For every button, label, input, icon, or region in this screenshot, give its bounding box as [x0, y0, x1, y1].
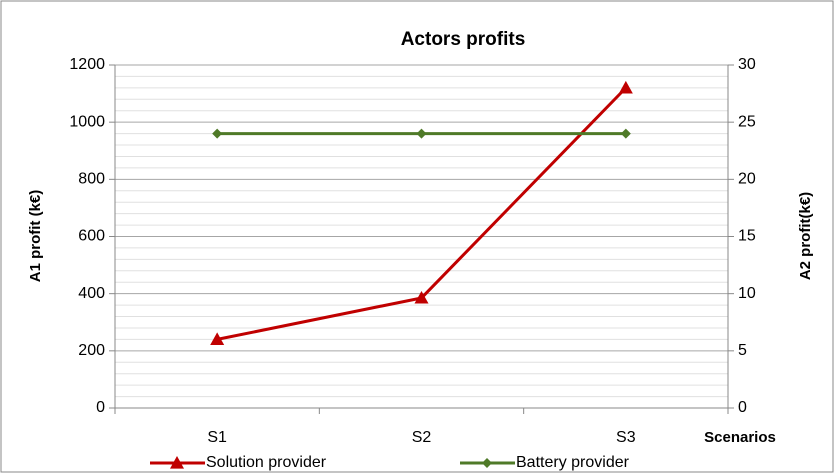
point: [416, 128, 427, 139]
point: [620, 128, 631, 139]
y-tick-label: 600: [78, 228, 105, 245]
y-tick-label: 800: [78, 171, 105, 188]
legend-marker: [482, 458, 492, 468]
x-tick-label: S1: [207, 429, 227, 446]
x-tick-label: S2: [412, 429, 432, 446]
y2-tick-label: 0: [738, 399, 747, 416]
chart-title: Actors profits: [401, 29, 526, 50]
x-axis-label: Scenarios: [704, 429, 776, 446]
y-tick-label: 200: [78, 342, 105, 359]
y-tick-label: 400: [78, 285, 105, 302]
y-tick-label: 1000: [69, 113, 105, 130]
y2-tick-label: 10: [738, 285, 756, 302]
x-tick-label: S3: [616, 429, 636, 446]
point: [414, 290, 429, 304]
point: [212, 128, 223, 139]
y2-tick-label: 20: [738, 171, 756, 188]
y2-axis-label: A2 profit(k€): [797, 192, 814, 280]
legend-label: Solution provider: [206, 454, 327, 471]
y2-tick-label: 30: [738, 56, 756, 73]
point: [210, 332, 225, 345]
y2-tick-label: 25: [738, 113, 756, 130]
y2-tick-label: 5: [738, 342, 747, 359]
y-axis-label: A1 profit (k€): [27, 190, 44, 283]
point: [618, 80, 633, 94]
y2-tick-label: 15: [738, 228, 756, 245]
legend-marker: [170, 456, 184, 469]
y-tick-label: 0: [96, 399, 105, 416]
y-tick-label: 1200: [69, 56, 105, 73]
legend-label: Battery provider: [516, 454, 630, 471]
